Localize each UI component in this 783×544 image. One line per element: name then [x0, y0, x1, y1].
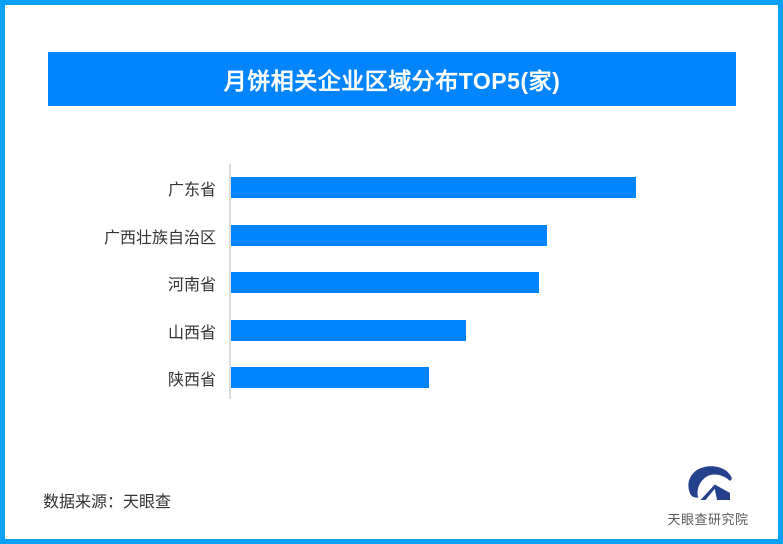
category-label: 广西壮族自治区 — [103, 229, 216, 247]
category-label: 陕西省 — [167, 371, 216, 389]
y-axis-line — [229, 164, 231, 399]
chart-title-banner: 月饼相关企业区域分布TOP5(家) — [48, 52, 736, 106]
bar-guangxi — [231, 225, 547, 246]
bar-henan — [231, 272, 539, 293]
tianyancha-eye-icon — [684, 465, 733, 505]
data-source-note: 数据来源：天眼查 — [43, 494, 172, 511]
chart-row-henan: 河南省 — [5, 272, 778, 294]
category-label: 广东省 — [167, 181, 216, 199]
bar-shaanxi — [231, 367, 429, 388]
category-label: 山西省 — [167, 324, 216, 342]
bar-guangdong — [231, 177, 636, 198]
chart-row-guangxi: 广西壮族自治区 — [5, 225, 778, 247]
category-label: 河南省 — [167, 276, 216, 294]
chart-row-shaanxi: 陕西省 — [5, 367, 778, 389]
tianyancha-research-logo: 天眼查研究院 — [661, 465, 755, 528]
page-title: 月饼相关企业区域分布TOP5(家) — [223, 68, 561, 94]
chart-row-shanxi-jin: 山西省 — [5, 320, 778, 342]
bar-chart: 广东省 广西壮族自治区 河南省 山西省 陕西省 — [5, 164, 778, 399]
bar-shanxi-jin — [231, 320, 466, 341]
chart-row-guangdong: 广东省 — [5, 177, 778, 199]
logo-wordmark: 天眼查研究院 — [667, 512, 749, 527]
